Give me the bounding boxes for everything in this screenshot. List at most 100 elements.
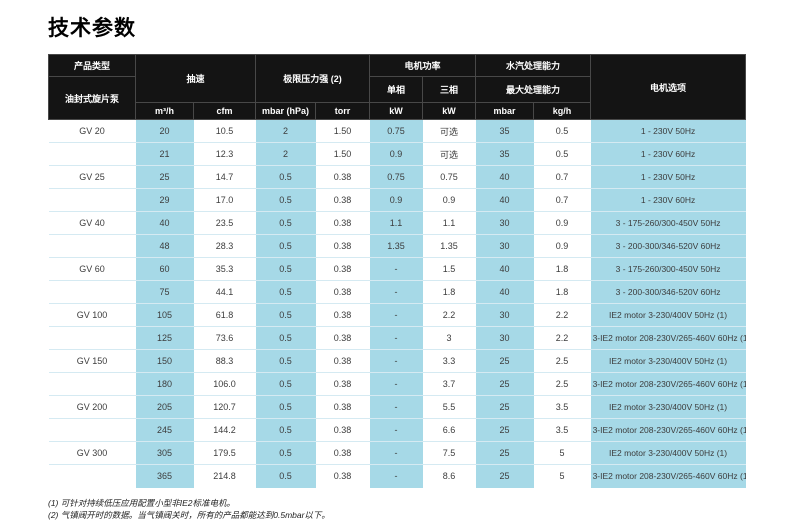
cell-motor-option: 3-IE2 motor 208-230V/265-460V 60Hz (1) [590, 326, 746, 350]
cell-vapor-mbar: 30 [475, 234, 534, 258]
cell-pressure-mbar: 0.5 [255, 372, 316, 396]
cell-model [48, 234, 136, 258]
cell-motor-option: 3 - 175-260/300-450V 50Hz [590, 257, 746, 281]
table-row: GV 150 150 88.3 0.5 0.38 - 3.3 25 2.5 IE… [48, 349, 746, 373]
cell-speed-cfm: 14.7 [193, 165, 256, 189]
cell-model: GV 20 [48, 119, 136, 143]
cell-model: GV 60 [48, 257, 136, 281]
header-water-vapor-capacity: 水汽处理能力 [475, 54, 592, 77]
cell-vapor-kgh: 5 [533, 441, 591, 465]
cell-three-phase-kw: 3.3 [422, 349, 476, 373]
cell-three-phase-kw: 1.8 [422, 280, 476, 304]
cell-pressure-torr: 0.38 [315, 349, 370, 373]
cell-single-phase-kw: - [369, 349, 423, 373]
cell-motor-option: 1 - 230V 50Hz [590, 119, 746, 143]
cell-speed-m3h: 48 [135, 234, 194, 258]
cell-pressure-mbar: 0.5 [255, 234, 316, 258]
cell-model: GV 150 [48, 349, 136, 373]
cell-model [48, 464, 136, 488]
cell-single-phase-kw: 1.35 [369, 234, 423, 258]
cell-vapor-kgh: 2.2 [533, 326, 591, 350]
table-row: 365 214.8 0.5 0.38 - 8.6 25 5 3-IE2 moto… [48, 464, 746, 488]
cell-vapor-mbar: 25 [475, 418, 534, 442]
cell-model: GV 100 [48, 303, 136, 327]
cell-motor-option: IE2 motor 3-230/400V 50Hz (1) [590, 303, 746, 327]
cell-vapor-kgh: 0.9 [533, 211, 591, 235]
cell-pressure-torr: 0.38 [315, 211, 370, 235]
cell-vapor-mbar: 25 [475, 349, 534, 373]
cell-pressure-mbar: 0.5 [255, 257, 316, 281]
table-row: GV 20 20 10.5 2 1.50 0.75 可选 35 0.5 1 - … [48, 119, 746, 143]
cell-single-phase-kw: 1.1 [369, 211, 423, 235]
cell-vapor-mbar: 40 [475, 280, 534, 304]
table-row: GV 200 205 120.7 0.5 0.38 - 5.5 25 3.5 I… [48, 395, 746, 419]
cell-motor-option: IE2 motor 3-230/400V 50Hz (1) [590, 441, 746, 465]
cell-motor-option: 3 - 200-300/346-520V 60Hz [590, 234, 746, 258]
cell-vapor-mbar: 40 [475, 165, 534, 189]
cell-three-phase-kw: 2.2 [422, 303, 476, 327]
cell-pressure-torr: 0.38 [315, 395, 370, 419]
cell-model [48, 188, 136, 212]
cell-speed-cfm: 106.0 [193, 372, 256, 396]
cell-speed-m3h: 60 [135, 257, 194, 281]
cell-vapor-kgh: 2.5 [533, 372, 591, 396]
cell-speed-cfm: 179.5 [193, 441, 256, 465]
cell-single-phase-kw: - [369, 326, 423, 350]
cell-vapor-mbar: 35 [475, 142, 534, 166]
cell-speed-m3h: 125 [135, 326, 194, 350]
cell-speed-m3h: 21 [135, 142, 194, 166]
cell-single-phase-kw: - [369, 418, 423, 442]
cell-pressure-torr: 0.38 [315, 464, 370, 488]
cell-single-phase-kw: - [369, 372, 423, 396]
cell-pressure-torr: 1.50 [315, 119, 370, 143]
cell-single-phase-kw: - [369, 464, 423, 488]
cell-pressure-torr: 0.38 [315, 257, 370, 281]
cell-vapor-mbar: 25 [475, 372, 534, 396]
cell-motor-option: 3-IE2 motor 208-230V/265-460V 60Hz (1) [590, 372, 746, 396]
spec-table: 产品类型 抽速 极限压力强 (2) 电机功率 水汽处理能力 电机选项 油封式旋片… [48, 54, 747, 488]
cell-speed-cfm: 214.8 [193, 464, 256, 488]
cell-three-phase-kw: 1.35 [422, 234, 476, 258]
footnote-2: (2) 气镇阀开时的数据。当气镇阀关时，所有的产品都能达到0.5mbar以下。 [48, 509, 330, 520]
table-body: GV 20 20 10.5 2 1.50 0.75 可选 35 0.5 1 - … [48, 119, 746, 488]
cell-speed-cfm: 10.5 [193, 119, 256, 143]
table-row: GV 300 305 179.5 0.5 0.38 - 7.5 25 5 IE2… [48, 441, 746, 465]
cell-model: GV 40 [48, 211, 136, 235]
cell-vapor-kgh: 5 [533, 464, 591, 488]
cell-pressure-torr: 0.38 [315, 418, 370, 442]
cell-vapor-mbar: 40 [475, 257, 534, 281]
cell-speed-cfm: 12.3 [193, 142, 256, 166]
unit-vapor-mbar: mbar [475, 102, 535, 120]
cell-pressure-torr: 0.38 [315, 441, 370, 465]
table-row: GV 40 40 23.5 0.5 0.38 1.1 1.1 30 0.9 3 … [48, 211, 746, 235]
cell-pressure-torr: 0.38 [315, 372, 370, 396]
cell-speed-cfm: 120.7 [193, 395, 256, 419]
cell-model: GV 300 [48, 441, 136, 465]
cell-vapor-mbar: 25 [475, 395, 534, 419]
cell-single-phase-kw: - [369, 395, 423, 419]
cell-single-phase-kw: 0.75 [369, 119, 423, 143]
cell-single-phase-kw: - [369, 257, 423, 281]
cell-three-phase-kw: 1.5 [422, 257, 476, 281]
cell-speed-m3h: 25 [135, 165, 194, 189]
table-row: 245 144.2 0.5 0.38 - 6.6 25 3.5 3-IE2 mo… [48, 418, 746, 442]
cell-vapor-kgh: 3.5 [533, 395, 591, 419]
cell-pressure-mbar: 0.5 [255, 326, 316, 350]
cell-motor-option: 3 - 175-260/300-450V 50Hz [590, 211, 746, 235]
cell-single-phase-kw: - [369, 280, 423, 304]
cell-speed-cfm: 35.3 [193, 257, 256, 281]
unit-torr: torr [315, 102, 371, 120]
table-row: 48 28.3 0.5 0.38 1.35 1.35 30 0.9 3 - 20… [48, 234, 746, 258]
cell-pressure-mbar: 0.5 [255, 188, 316, 212]
unit-kw-single: kW [369, 102, 424, 120]
table-row: 21 12.3 2 1.50 0.9 可选 35 0.5 1 - 230V 60… [48, 142, 746, 166]
unit-kw-three: kW [422, 102, 477, 120]
cell-speed-m3h: 150 [135, 349, 194, 373]
cell-three-phase-kw: 1.1 [422, 211, 476, 235]
cell-pressure-mbar: 0.5 [255, 349, 316, 373]
cell-pressure-torr: 0.38 [315, 326, 370, 350]
unit-cfm: cfm [192, 102, 257, 120]
cell-vapor-mbar: 35 [475, 119, 534, 143]
cell-pressure-torr: 0.38 [315, 188, 370, 212]
